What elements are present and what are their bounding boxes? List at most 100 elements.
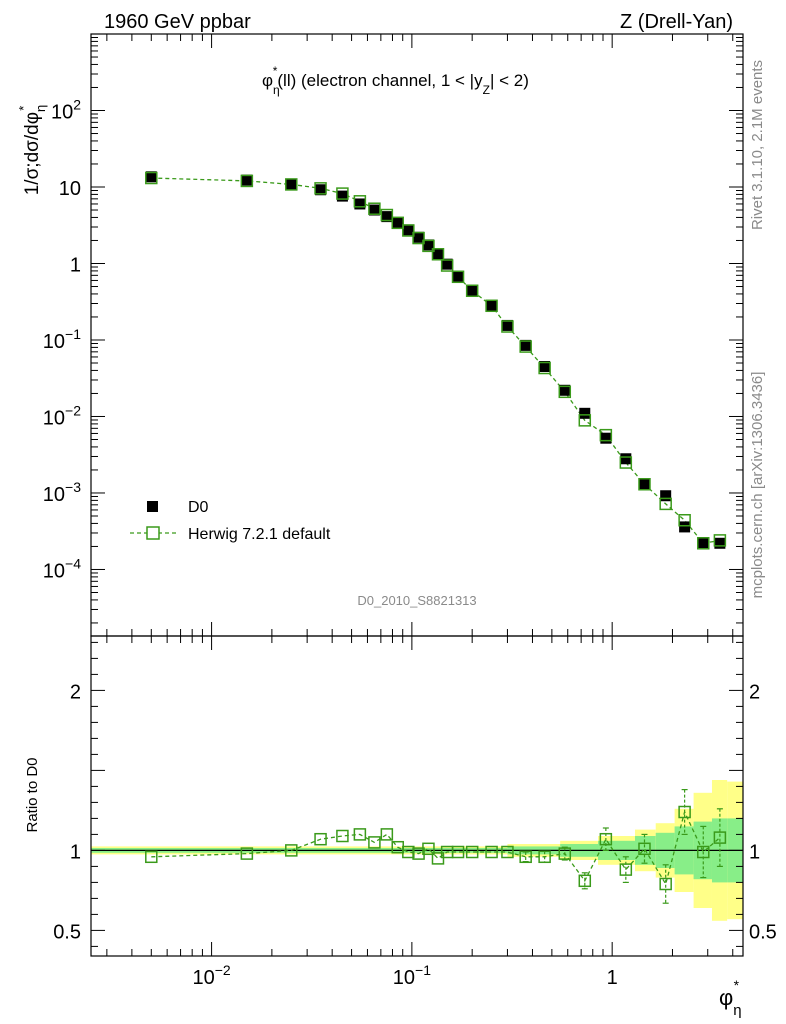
d0-point <box>422 239 434 251</box>
ratio-point <box>402 845 415 859</box>
ratio-point <box>501 845 514 859</box>
header-right: Z (Drell-Yan) <box>620 11 733 33</box>
ratio-tick-label: 2 <box>70 681 81 703</box>
d0-point <box>520 339 532 351</box>
ratio-point <box>558 847 572 860</box>
ratio-point <box>485 845 498 859</box>
text-labels: 1960 GeV ppbar Z (Drell-Yan) φη*(ll) (el… <box>16 11 766 1019</box>
mc-point <box>368 202 381 215</box>
ratio-point <box>619 863 633 876</box>
mc-point <box>391 216 404 230</box>
ratio-ylabel: Ratio to D0 <box>24 757 41 832</box>
ratio-point <box>713 831 727 844</box>
mc-point <box>314 182 327 195</box>
mc-point <box>678 514 691 527</box>
mc-point <box>659 497 672 511</box>
mc-line <box>151 177 721 545</box>
ratio-point <box>240 847 254 860</box>
y-tick-label: 1 <box>70 254 81 276</box>
analysis-id: D0_2010_S8821313 <box>357 593 476 608</box>
ratio-point <box>145 850 158 864</box>
xlabel-base: φ <box>719 985 733 1010</box>
mc-point <box>451 270 465 284</box>
d0-point <box>432 248 444 260</box>
d0-point <box>620 453 632 465</box>
plot-title: φη *(ll) (electron channel, 1 < |yZ| < 2) <box>262 64 529 97</box>
d0-point <box>354 198 366 210</box>
legend-d0-label: D0 <box>188 499 209 516</box>
d0-point <box>486 300 498 312</box>
mc-point <box>353 195 367 208</box>
ratio-point <box>336 829 349 843</box>
ratio-point <box>368 836 381 849</box>
ratio-point <box>638 842 651 856</box>
ratio-point <box>314 832 327 846</box>
y-tick-label: 10−2 <box>43 402 81 429</box>
ratio-point <box>422 842 435 856</box>
x-tick-label: 1 <box>607 967 618 989</box>
ratio-point <box>380 828 394 841</box>
y-tick-label: 10 <box>59 178 81 200</box>
d0-point <box>413 231 425 243</box>
title-sub: η <box>273 83 280 97</box>
mc-point <box>402 224 415 237</box>
y-tick-label: 10−1 <box>43 326 81 353</box>
d0-point <box>441 258 453 270</box>
y-tick-label: 10−4 <box>43 555 81 582</box>
d0-point <box>579 407 591 419</box>
mc-point <box>485 299 498 313</box>
title-phi: φ <box>262 71 273 90</box>
d0-point <box>145 171 157 183</box>
top-ylabel-text: 1/σ;dσ/dφ <box>22 112 43 195</box>
ratio-tick-label-right: 0.5 <box>749 921 777 943</box>
mc-point <box>440 259 454 272</box>
ratio-point <box>431 852 445 865</box>
mc-point <box>336 187 349 200</box>
x-tick-label: 10−2 <box>192 962 230 989</box>
y-tick-label: 10−3 <box>43 479 81 506</box>
mc-point <box>619 456 633 469</box>
x-tick-label: 10−1 <box>393 962 431 989</box>
d0-point <box>679 521 691 533</box>
x-axis-label: φη * <box>719 977 742 1019</box>
d0-point <box>315 184 327 196</box>
mc-point <box>240 174 254 188</box>
d0-point <box>368 204 380 216</box>
data-series <box>145 171 727 904</box>
mc-point <box>713 534 727 547</box>
ratio-point <box>578 874 592 888</box>
legend-mc-marker <box>146 526 160 540</box>
legend-mc-label: Herwig 7.2.1 default <box>188 526 331 543</box>
mc-point <box>465 284 479 298</box>
d0-point <box>392 217 404 229</box>
d0-point <box>539 361 551 373</box>
top-ylabel-sup: * <box>16 106 31 111</box>
d0-point <box>714 537 726 549</box>
ratio-point <box>465 845 479 859</box>
xlabel-sup: * <box>734 977 740 993</box>
ratio-point <box>599 832 613 846</box>
legend: D0 Herwig 7.2.1 default <box>130 499 331 543</box>
d0-point <box>466 285 478 297</box>
plot-frames <box>90 33 744 957</box>
mc-point <box>558 385 572 399</box>
legend-d0-marker <box>147 501 158 512</box>
mc-point <box>285 178 298 191</box>
axis-ticks: 10−2 10−1 1 102 10 1 10−1 10−2 10−3 10−4 0.5 0.5 1 1 2… <box>43 34 777 989</box>
y-tick-label: 102 <box>51 96 81 123</box>
mc-point <box>538 361 551 375</box>
ratio-point <box>519 850 532 864</box>
ratio-point <box>285 844 298 857</box>
ratio-panel-frame <box>90 635 744 957</box>
mc-point <box>145 171 158 185</box>
ratio-point <box>538 850 551 864</box>
xlabel-sub: η <box>733 1002 741 1019</box>
mc-point <box>519 340 532 353</box>
mc-point <box>501 320 514 333</box>
d0-point <box>241 174 253 186</box>
header-left: 1960 GeV ppbar <box>104 11 251 33</box>
ratio-point <box>451 845 465 859</box>
top-ylabel-sub: η <box>33 105 48 112</box>
d0-point <box>638 479 650 491</box>
